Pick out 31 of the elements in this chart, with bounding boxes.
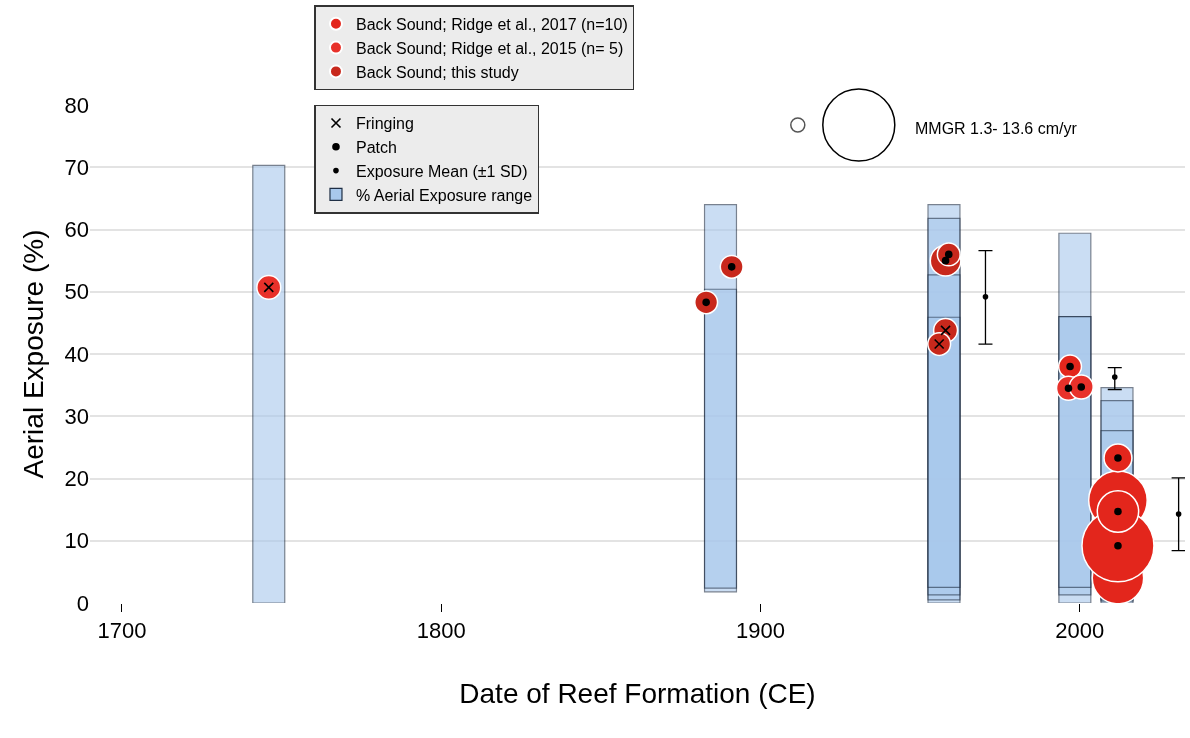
x-tick-label: 1700: [97, 618, 147, 644]
annotation: MMGR 1.3- 13.6 cm/yr: [915, 120, 1078, 137]
point: [1114, 507, 1122, 516]
y-tick-label: 80: [64, 92, 89, 118]
y-tick-label: 70: [64, 154, 89, 180]
x-tick-label: 1800: [416, 618, 466, 644]
bar: [703, 288, 738, 589]
legend-label: % Aerial Exposure range: [355, 186, 533, 204]
y-tick-label: 10: [64, 528, 89, 554]
x-axis-title: Date of Reef Formation (CE): [459, 677, 816, 709]
legend-label: Exposure Mean (±1 SD): [355, 162, 528, 180]
y-tick-label: 50: [64, 279, 89, 305]
legend-label: Back Sound; Ridge et al., 2017 (n=10): [355, 16, 628, 34]
legend-label: Back Sound; Ridge et al., 2015 (n= 5): [355, 39, 624, 57]
bar: [927, 316, 961, 589]
y-tick-label: 60: [64, 217, 89, 243]
point: [1175, 511, 1182, 517]
x-tick-label: 1900: [735, 618, 785, 644]
legend-label: Fringing: [355, 115, 414, 133]
legend-label: Patch: [355, 139, 397, 157]
y-tick-label: 40: [64, 341, 89, 367]
x-tick-label: 2000: [1055, 618, 1105, 644]
bar: [252, 164, 286, 603]
point: [1114, 541, 1122, 550]
y-axis-title: Aerial Exposure (%): [18, 229, 50, 479]
legend-label: Back Sound; this study: [355, 63, 519, 81]
point: [1111, 374, 1118, 380]
y-tick-label: 30: [64, 403, 89, 429]
y-tick-label: 0: [76, 590, 89, 616]
point: [982, 293, 989, 300]
y-tick-label: 20: [64, 466, 89, 492]
